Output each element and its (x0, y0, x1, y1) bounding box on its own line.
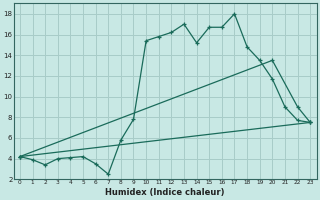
X-axis label: Humidex (Indice chaleur): Humidex (Indice chaleur) (105, 188, 225, 197)
